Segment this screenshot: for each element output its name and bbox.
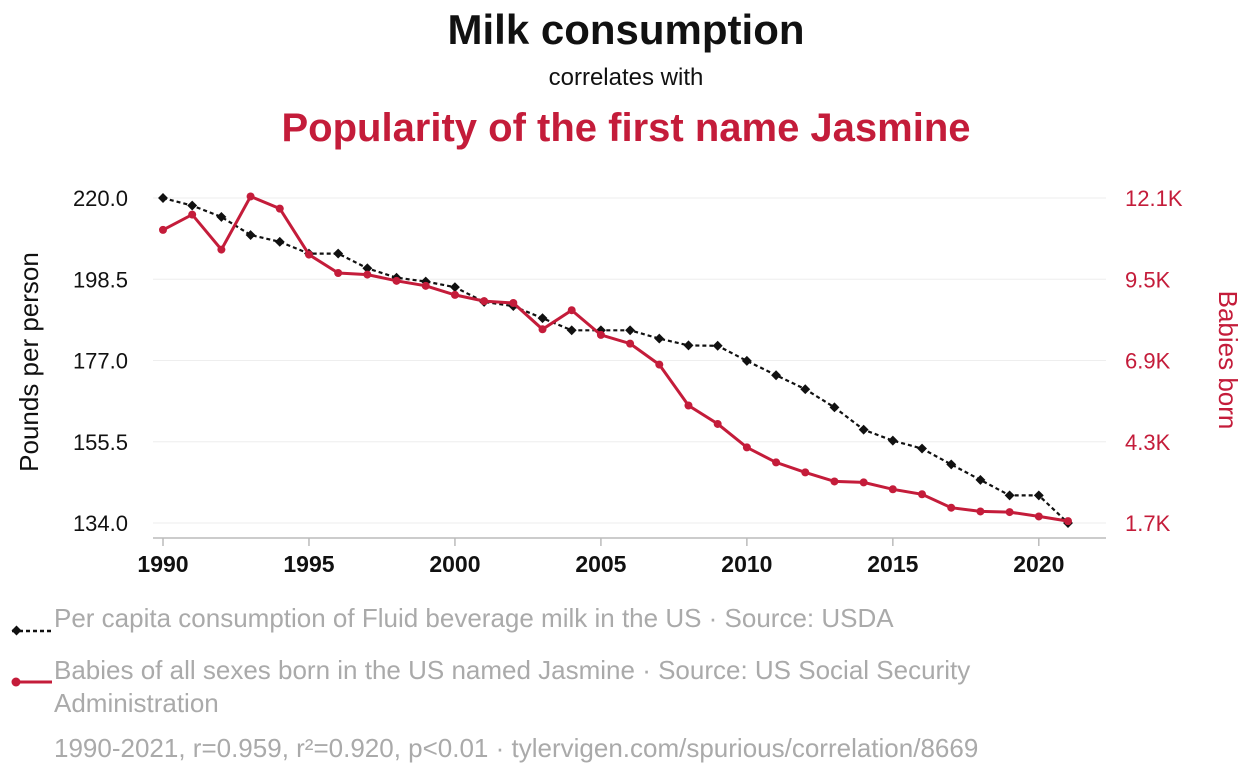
data-point-milk (946, 459, 957, 470)
y-tick-label-left: 134.0 (73, 511, 128, 536)
data-point-jasmine (1064, 517, 1072, 526)
chart-footer: 1990-2021, r=0.959, r²=0.920, p<0.01 · t… (54, 733, 979, 763)
data-point-milk (362, 263, 373, 274)
data-point-jasmine (801, 468, 810, 477)
chart-subtitle: correlates with (548, 64, 704, 91)
legend-text-milk: Per capita consumption of Fluid beverage… (54, 603, 894, 633)
data-point-jasmine (830, 477, 839, 486)
legend-marker-jasmine (10, 664, 52, 687)
data-point-jasmine (275, 204, 284, 213)
legend-text-jasmine: Babies of all sexes born in the US named… (54, 655, 971, 718)
x-tick-label: 2005 (575, 551, 626, 577)
legend-item-jasmine: Babies of all sexes born in the US named… (10, 654, 1034, 720)
y-tick-label-right: 4.3K (1125, 430, 1171, 455)
data-point-milk (537, 313, 548, 324)
y-tick-label-right: 9.5K (1125, 267, 1171, 292)
data-point-jasmine (509, 299, 518, 307)
data-point-milk (771, 370, 782, 381)
data-point-milk (712, 340, 723, 351)
data-point-milk (245, 230, 256, 240)
data-point-jasmine (421, 281, 430, 290)
data-point-jasmine (304, 250, 313, 259)
data-point-jasmine (567, 306, 576, 315)
data-point-jasmine (918, 490, 927, 499)
data-point-jasmine (159, 225, 167, 234)
y-axis-label-left: Pounds per person (14, 252, 44, 472)
data-point-milk (1004, 490, 1015, 501)
data-point-jasmine (596, 330, 605, 339)
data-point-milk (829, 402, 840, 413)
data-point-jasmine (480, 297, 489, 306)
y-axis-label-right: Babies born (1213, 291, 1243, 430)
chart-title: Milk consumption (447, 6, 805, 53)
data-point-jasmine (1034, 512, 1043, 521)
data-point-milk (800, 384, 811, 395)
legend-item-milk: Per capita consumption of Fluid beverage… (10, 602, 894, 636)
y-tick-label-right: 12.1K (1125, 186, 1183, 211)
data-point-jasmine (334, 269, 343, 277)
data-point-milk (274, 236, 285, 247)
data-point-jasmine (772, 458, 781, 467)
data-point-milk (683, 340, 694, 351)
data-point-jasmine (188, 210, 197, 219)
data-point-milk (887, 435, 898, 446)
data-point-milk (566, 325, 577, 336)
data-point-milk (333, 248, 344, 259)
data-point-jasmine (742, 443, 751, 452)
data-point-milk (654, 333, 665, 344)
data-point-milk (158, 193, 168, 203)
data-point-jasmine (450, 290, 459, 299)
data-point-jasmine (888, 485, 897, 494)
y-tick-label-left: 198.5 (73, 267, 128, 292)
data-point-jasmine (538, 325, 547, 334)
data-point-milk (858, 424, 869, 435)
data-point-jasmine (363, 270, 372, 279)
x-tick-label: 1990 (137, 551, 188, 577)
legend-marker-milk (10, 613, 52, 636)
x-tick-label: 2000 (429, 551, 480, 577)
y-tick-label-right: 1.7K (1125, 511, 1171, 536)
data-point-milk (741, 355, 752, 366)
data-point-milk (449, 282, 460, 293)
data-point-jasmine (947, 503, 956, 512)
x-tick-label: 1995 (283, 551, 334, 577)
y-tick-label-right: 6.9K (1125, 349, 1171, 374)
x-tick-label: 2010 (721, 551, 772, 577)
x-tick-label: 2020 (1013, 551, 1064, 577)
data-point-milk (917, 443, 927, 454)
data-point-jasmine (655, 360, 664, 369)
data-point-jasmine (684, 401, 693, 410)
y-tick-label-left: 155.5 (73, 430, 128, 455)
x-tick-label: 2015 (867, 551, 918, 577)
data-point-jasmine (217, 245, 226, 254)
chart-title-secondary: Popularity of the first name Jasmine (281, 106, 971, 150)
data-point-milk (1033, 490, 1044, 501)
series-line-jasmine (162, 194, 1069, 523)
data-point-jasmine (626, 339, 635, 348)
data-point-jasmine (713, 419, 722, 428)
data-point-milk (625, 325, 636, 336)
data-point-milk (975, 474, 986, 485)
data-point-milk (187, 200, 198, 211)
data-point-milk (216, 211, 227, 222)
data-point-jasmine (976, 507, 985, 516)
data-point-jasmine (246, 192, 255, 201)
data-point-jasmine (1005, 508, 1014, 517)
y-tick-label-left: 220.0 (73, 186, 128, 211)
data-point-jasmine (392, 276, 401, 285)
data-point-jasmine (859, 478, 868, 487)
y-tick-label-left: 177.0 (73, 349, 128, 374)
